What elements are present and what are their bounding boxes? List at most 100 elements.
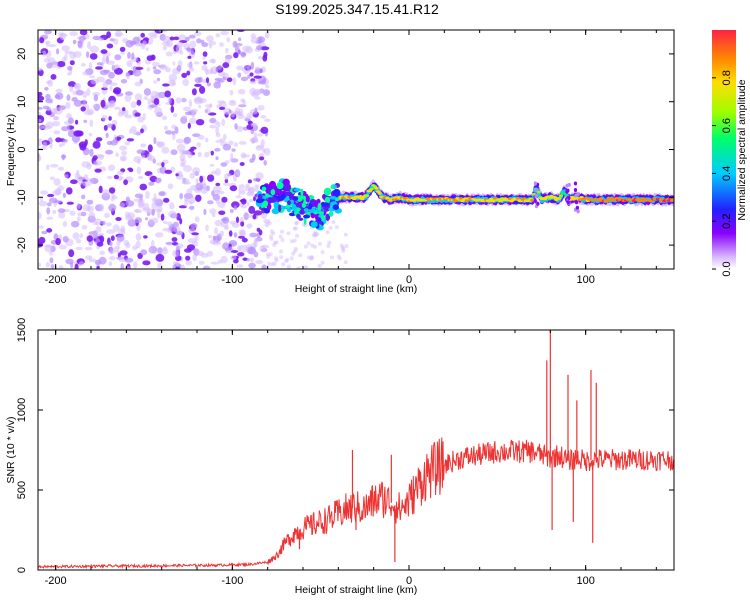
noise-blob	[49, 142, 53, 149]
noise-blob	[187, 62, 194, 69]
noise-blob	[106, 229, 115, 234]
noise-blob	[254, 96, 261, 100]
ridge-cell	[598, 197, 603, 200]
noise-blob	[320, 260, 325, 265]
noise-blob	[49, 176, 55, 181]
noise-blob	[303, 265, 308, 269]
noise-blob	[224, 160, 230, 165]
noise-blob	[236, 264, 244, 268]
noise-blob	[81, 225, 88, 230]
noise-blob	[249, 87, 257, 96]
noise-blob	[100, 99, 106, 108]
noise-blob	[46, 207, 51, 215]
ridge-cell	[328, 211, 334, 217]
noise-blob	[116, 170, 124, 176]
noise-blob	[206, 82, 211, 87]
noise-blob	[293, 226, 298, 231]
noise-blob	[101, 220, 106, 226]
noise-blob	[128, 168, 134, 173]
noise-blob	[69, 85, 74, 93]
noise-blob	[233, 205, 238, 211]
noise-blob	[60, 33, 68, 37]
noise-blob	[250, 139, 259, 143]
noise-blob	[230, 255, 237, 261]
noise-blob	[205, 107, 211, 115]
noise-blob	[55, 238, 61, 246]
noise-blob	[184, 199, 189, 207]
noise-blob	[168, 73, 178, 82]
noise-blob	[245, 46, 254, 54]
noise-blob	[73, 130, 82, 137]
noise-blob	[89, 75, 95, 79]
noise-blob	[109, 241, 113, 247]
noise-blob	[75, 119, 79, 125]
colorbar-tick-label: 0.8	[721, 70, 733, 85]
ridge-cell	[278, 204, 282, 213]
noise-blob	[38, 124, 44, 130]
ridge-cell	[325, 213, 331, 221]
noise-blob	[330, 255, 334, 260]
noise-blob	[249, 199, 254, 203]
noise-blob	[238, 187, 242, 196]
noise-blob	[186, 70, 191, 76]
noise-blob	[161, 115, 168, 121]
noise-blob	[153, 137, 157, 145]
ridge-cell	[303, 216, 307, 225]
noise-blob	[67, 117, 74, 124]
noise-blob	[229, 157, 237, 163]
noise-blob	[255, 172, 264, 180]
noise-blob	[194, 31, 202, 36]
noise-blob	[326, 244, 331, 248]
noise-blob	[194, 77, 202, 84]
noise-blob	[178, 34, 187, 42]
noise-blob	[136, 149, 146, 154]
noise-blob	[285, 257, 290, 262]
noise-blob	[86, 88, 91, 96]
noise-blob	[98, 256, 107, 265]
noise-blob	[188, 99, 193, 108]
noise-blob	[327, 240, 332, 245]
ridge-cell	[566, 188, 570, 193]
ridge-cell	[261, 186, 267, 192]
ridge-cell	[498, 199, 503, 203]
noise-blob	[76, 169, 80, 176]
noise-blob	[80, 106, 86, 112]
ridge-cell	[604, 199, 610, 203]
noise-blob	[153, 98, 160, 105]
noise-blob	[158, 92, 166, 98]
noise-blob	[157, 262, 163, 269]
noise-blob	[186, 188, 193, 196]
noise-blob	[265, 84, 270, 89]
noise-blob	[249, 158, 255, 164]
noise-blob	[89, 177, 99, 184]
noise-blob	[217, 79, 225, 83]
noise-blob	[102, 189, 110, 197]
noise-blob	[203, 61, 208, 65]
noise-blob	[252, 213, 257, 220]
ridge-cell	[323, 187, 332, 196]
noise-blob	[317, 263, 322, 268]
noise-blob	[52, 121, 61, 127]
figure-title: S199.2025.347.15.41.R12	[275, 1, 439, 17]
noise-blob	[42, 141, 48, 149]
noise-blob	[120, 263, 124, 269]
noise-blob	[79, 233, 84, 239]
noise-blob	[113, 134, 117, 143]
noise-blob	[179, 218, 183, 225]
noise-blob	[119, 202, 125, 208]
noise-blob	[100, 49, 108, 54]
spectrogram-y-label: Frequency (Hz)	[5, 114, 17, 186]
noise-blob	[119, 145, 128, 151]
ridge-cell	[584, 197, 589, 200]
noise-blob	[280, 238, 285, 243]
noise-blob	[89, 119, 94, 128]
snr-spikes	[298, 330, 597, 562]
noise-blob	[126, 60, 133, 68]
noise-blob	[88, 211, 96, 220]
noise-blob	[211, 58, 216, 64]
noise-blob	[226, 37, 231, 43]
noise-blob	[176, 65, 182, 72]
noise-blob	[237, 72, 242, 78]
noise-blob	[167, 221, 173, 227]
noise-blob	[269, 234, 274, 239]
